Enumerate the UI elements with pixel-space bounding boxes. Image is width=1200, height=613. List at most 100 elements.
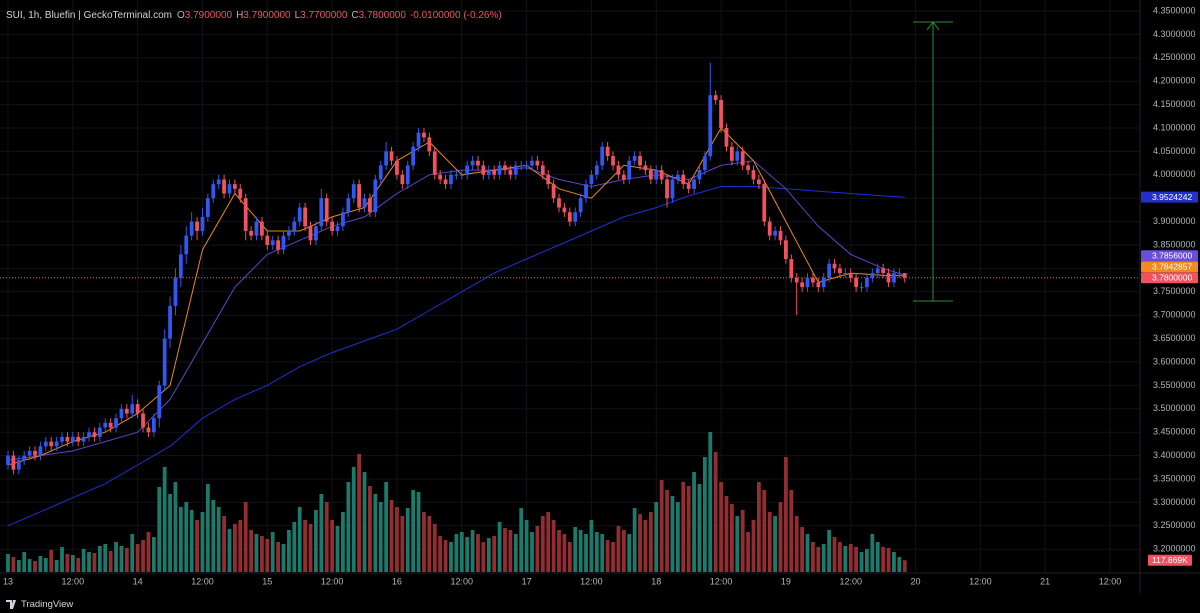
volume-bar — [351, 467, 356, 572]
volume-bar — [400, 516, 405, 572]
candle-body — [497, 165, 502, 175]
volume-bar — [756, 482, 761, 572]
price-label-box — [1141, 191, 1198, 203]
y-tick-label: 3.6000000 — [1153, 356, 1196, 366]
candle-body — [789, 259, 794, 278]
footer — [0, 594, 1200, 613]
ohlc-value: 3.7700000 — [300, 10, 348, 21]
candle-body — [524, 165, 529, 167]
volume-bar — [902, 560, 907, 572]
candle-body — [211, 184, 216, 199]
candle-body — [827, 263, 832, 278]
volume-bar — [60, 547, 64, 572]
y-tick-label: 3.5500000 — [1153, 380, 1196, 390]
candle-body — [459, 174, 464, 176]
candle-body — [800, 282, 804, 288]
volume-bar — [27, 559, 32, 572]
candle-body — [438, 174, 443, 180]
candle-body — [103, 422, 108, 428]
volume-bar — [886, 548, 891, 572]
volume-bar — [724, 496, 729, 572]
candle-body — [389, 151, 394, 161]
candle-body — [222, 179, 226, 194]
candle-body — [162, 338, 167, 386]
y-tick-label: 4.1000000 — [1153, 122, 1196, 132]
candle-body — [897, 273, 902, 275]
volume-bar — [530, 532, 534, 572]
volume-bar — [486, 538, 491, 572]
candle-body — [854, 277, 859, 288]
volume-bar — [654, 502, 659, 572]
candle-body — [557, 198, 561, 208]
volume-bar — [422, 512, 426, 572]
volume-bar — [270, 532, 275, 572]
candle-body — [465, 165, 470, 175]
volume-bar — [324, 502, 329, 572]
volume-bar — [670, 496, 675, 572]
candle-body — [902, 273, 907, 278]
volume-bar — [303, 520, 307, 572]
volume-bar — [697, 484, 702, 572]
candle-body — [303, 207, 307, 227]
y-tick-label: 3.2500000 — [1153, 520, 1196, 530]
candle-body — [16, 460, 21, 470]
candle-body — [238, 188, 243, 199]
candle-body — [638, 156, 642, 166]
volume-bar — [481, 542, 486, 572]
candle-body — [773, 230, 777, 236]
volume-bar — [389, 500, 394, 572]
volume-bar — [335, 526, 340, 572]
volume-bar — [87, 552, 91, 572]
volume-bar — [859, 552, 864, 572]
candle-body — [87, 432, 91, 437]
volume-bar — [594, 532, 599, 572]
volume-bar — [800, 527, 804, 572]
candle-body — [832, 263, 837, 269]
candle-body — [281, 235, 286, 250]
volume-bar — [38, 556, 43, 572]
candle-body — [384, 151, 389, 166]
volume-bar — [222, 516, 226, 572]
volume-bar — [719, 482, 723, 572]
volume-bar — [33, 561, 37, 572]
candle-body — [254, 221, 259, 236]
volume-bar — [319, 494, 324, 572]
measure-arrow — [926, 21, 940, 31]
candle-body — [227, 184, 232, 194]
candle-body — [719, 99, 723, 129]
candle-body — [546, 174, 551, 185]
volume-bar — [16, 560, 21, 572]
ohlc-key: C — [351, 10, 358, 21]
candle-body — [265, 235, 270, 246]
volume-bar — [157, 487, 162, 572]
volume-bar — [308, 524, 313, 572]
candle-body — [92, 432, 97, 437]
candle-body — [184, 235, 189, 255]
volume-bar — [811, 542, 815, 572]
candle-body — [135, 404, 140, 414]
candle-body — [357, 184, 362, 208]
volume-bar — [816, 547, 821, 572]
volume-bar — [519, 508, 524, 572]
candle-body — [713, 95, 718, 100]
candle-body — [724, 128, 729, 147]
volume-bar — [751, 520, 756, 572]
volume-bar — [557, 530, 561, 572]
candle-body — [665, 179, 669, 199]
volume-bar — [870, 534, 875, 572]
volume-bar — [200, 512, 205, 572]
x-tick-label: 12:00 — [580, 576, 603, 586]
candle-body — [276, 240, 280, 250]
volume-bar — [843, 546, 848, 572]
candle-body — [811, 277, 815, 283]
candle-body — [746, 165, 750, 171]
change: -0.0100000 (-0.26%) — [410, 10, 502, 21]
volume-bar — [330, 520, 335, 572]
candle-body — [178, 254, 183, 278]
candle-body — [270, 240, 275, 246]
volume-bar — [838, 542, 842, 572]
ohlc-key: O — [177, 10, 185, 21]
volume-bar — [395, 507, 399, 572]
volume-bar — [287, 530, 291, 572]
candle-body — [859, 287, 864, 289]
